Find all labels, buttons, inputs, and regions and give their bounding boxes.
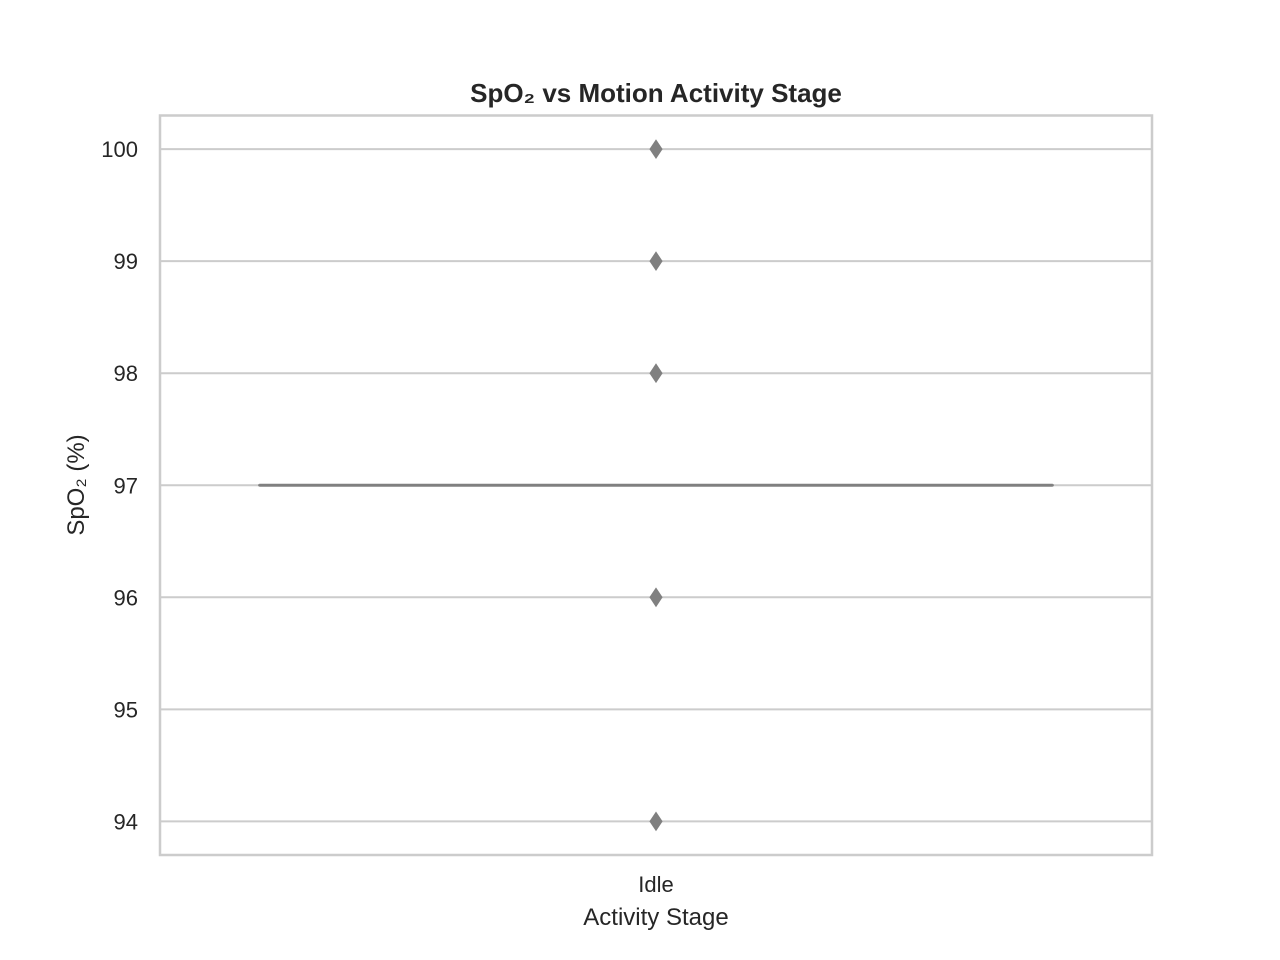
outlier-point bbox=[649, 587, 663, 608]
y-tick-label: 94 bbox=[114, 809, 138, 834]
outlier-point bbox=[649, 363, 663, 384]
outlier-point bbox=[649, 139, 663, 160]
y-axis-label: SpO₂ (%) bbox=[63, 434, 90, 535]
outlier-point bbox=[649, 251, 663, 272]
y-tick-label: 96 bbox=[114, 585, 138, 610]
outlier-points bbox=[649, 139, 663, 832]
x-axis-label: Activity Stage bbox=[583, 904, 728, 931]
y-tick-label: 100 bbox=[101, 137, 138, 162]
plot-frame bbox=[158, 114, 1154, 857]
x-tick-label: Idle bbox=[638, 872, 673, 897]
y-tick-label: 95 bbox=[114, 697, 138, 722]
y-tick-labels: 94 95 96 97 98 99 100 bbox=[101, 137, 138, 834]
chart-title: SpO₂ vs Motion Activity Stage bbox=[470, 78, 842, 108]
y-tick-label: 98 bbox=[114, 361, 138, 386]
x-tick-labels: Idle bbox=[638, 872, 673, 897]
outlier-point bbox=[649, 811, 663, 832]
y-tick-label: 99 bbox=[114, 249, 138, 274]
y-tick-label: 97 bbox=[114, 473, 138, 498]
